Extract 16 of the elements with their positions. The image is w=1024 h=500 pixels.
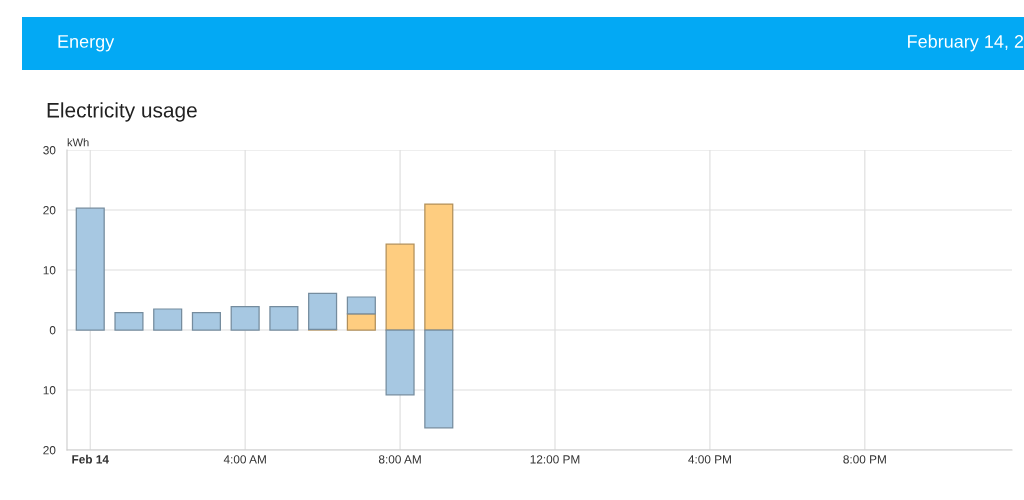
y-tick-label: 20 [43,206,56,215]
x-tick-label: 12:00 PM [530,455,580,464]
x-tick-label: 4:00 AM [223,455,266,464]
y-tick-label: 10 [43,266,56,275]
x-tick-label: 8:00 AM [378,455,421,464]
x-tick-label: Feb 14 [72,454,109,464]
y-tick-label: 10 [43,386,56,395]
y-tick-label: 30 [43,146,56,155]
x-tick-label: 4:00 PM [688,455,731,464]
y-tick-label: 20 [43,446,56,455]
chart-title: Electricity usage [47,102,197,122]
y-axis-title: kWh [67,138,89,147]
y-tick-label: 0 [49,326,56,335]
text: February 14, 2 [908,34,1024,52]
text: Energy [58,35,115,52]
x-tick-label: 8:00 PM [843,455,886,464]
